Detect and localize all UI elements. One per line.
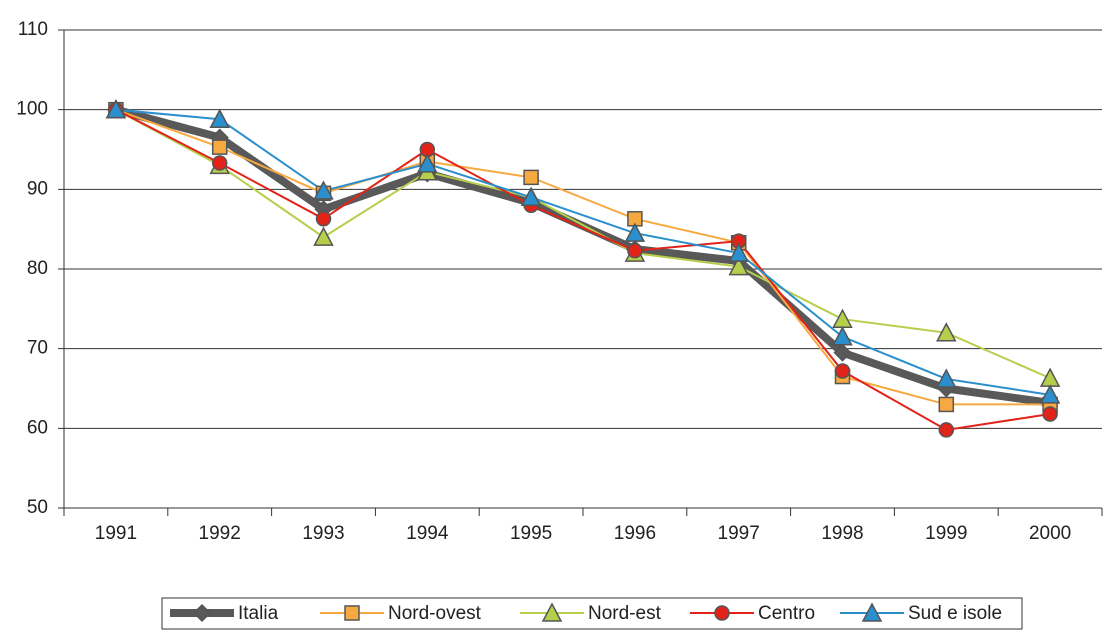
data-point bbox=[728, 256, 749, 276]
series-line bbox=[115, 108, 1051, 406]
x-tick-label: 1993 bbox=[302, 523, 344, 544]
data-point bbox=[209, 108, 230, 128]
x-tick-label: 2000 bbox=[1029, 523, 1071, 544]
series-line bbox=[114, 105, 1051, 407]
y-tick-label: 70 bbox=[27, 338, 48, 359]
data-point bbox=[211, 155, 228, 171]
y-tick-label: 100 bbox=[16, 99, 48, 120]
data-point bbox=[832, 326, 853, 346]
data-point bbox=[1039, 384, 1061, 404]
legend-marker bbox=[192, 603, 212, 623]
y-tick-label: 60 bbox=[27, 417, 48, 438]
data-point bbox=[211, 139, 228, 155]
series-line bbox=[115, 108, 1051, 431]
x-tick-label: 1992 bbox=[199, 523, 241, 544]
x-tick-label: 1994 bbox=[406, 523, 449, 544]
legend-marker bbox=[714, 605, 730, 621]
data-point bbox=[834, 363, 851, 379]
data-point bbox=[624, 222, 646, 242]
legend-marker bbox=[861, 602, 883, 622]
data-point bbox=[315, 211, 332, 227]
data-point bbox=[627, 242, 643, 259]
data-point bbox=[728, 242, 749, 262]
data-point bbox=[313, 180, 334, 200]
x-tick-label: 1995 bbox=[510, 523, 552, 544]
legend-label: Nord-ovest bbox=[388, 603, 482, 624]
data-point bbox=[105, 99, 127, 119]
data-point bbox=[520, 186, 542, 207]
x-tick-label: 1997 bbox=[718, 523, 760, 544]
y-tick-label: 90 bbox=[27, 178, 48, 199]
y-tick-label: 50 bbox=[27, 497, 48, 518]
data-point bbox=[313, 226, 334, 246]
legend-label: Italia bbox=[238, 603, 279, 624]
data-point bbox=[832, 308, 853, 328]
data-point bbox=[523, 169, 539, 186]
data-point bbox=[1042, 406, 1058, 422]
data-point bbox=[833, 343, 852, 362]
data-point bbox=[938, 396, 955, 413]
y-tick-label: 80 bbox=[27, 258, 48, 279]
data-point bbox=[417, 153, 438, 173]
series-line bbox=[115, 108, 1051, 380]
x-tick-label: 1999 bbox=[925, 523, 967, 544]
legend-label: Nord-est bbox=[588, 603, 662, 624]
legend-marker bbox=[344, 605, 360, 621]
legend-label: Sud e isole bbox=[908, 603, 1002, 624]
data-point bbox=[936, 368, 957, 388]
data-point bbox=[938, 422, 955, 438]
series-line bbox=[115, 108, 1051, 396]
data-point bbox=[936, 322, 957, 342]
x-tick-label: 1998 bbox=[821, 523, 863, 544]
legend-label: Centro bbox=[758, 603, 815, 624]
y-tick-label: 110 bbox=[18, 19, 48, 40]
x-tick-label: 1991 bbox=[95, 523, 137, 544]
x-tick-label: 1996 bbox=[614, 523, 656, 544]
legend-marker bbox=[541, 602, 563, 622]
data-point bbox=[1039, 367, 1061, 387]
